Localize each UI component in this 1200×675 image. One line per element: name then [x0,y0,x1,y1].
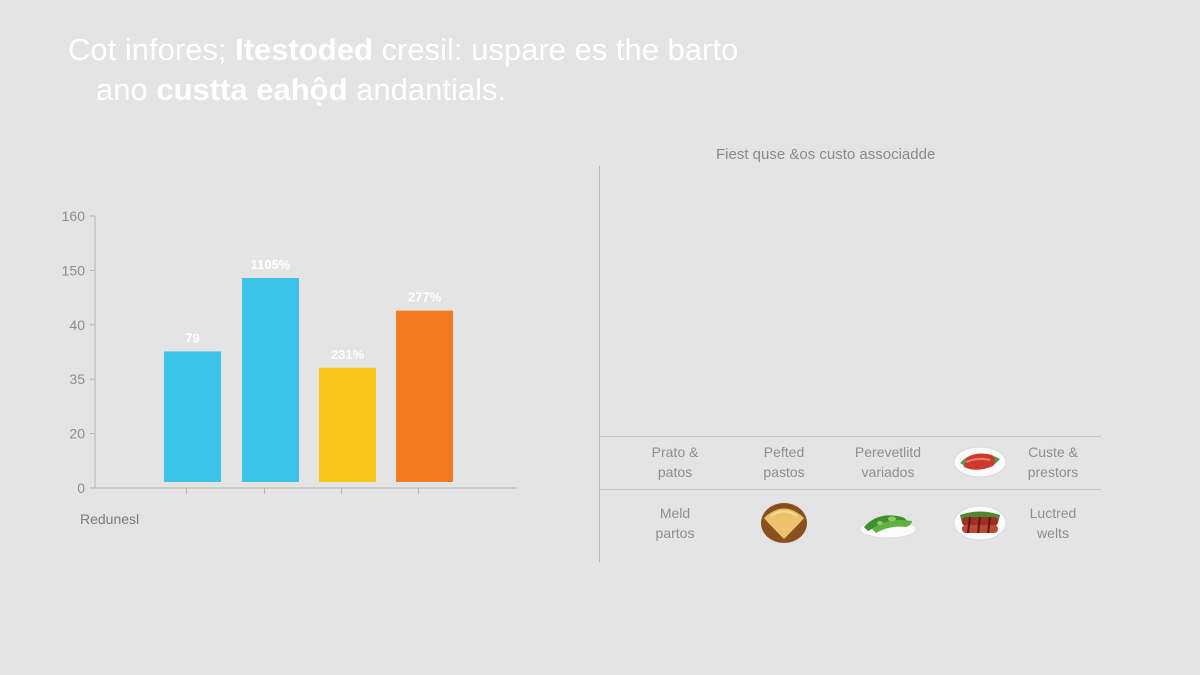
bar-data-label: 1105% [251,257,291,272]
y-tick-label: 0 [77,480,85,496]
table-cell: Custe & prestors [998,442,1108,482]
y-tick-label: 160 [62,208,86,224]
table-cell-line: Luctred [1029,505,1077,521]
table-cell: Luctred welts [998,503,1108,543]
headline-line-2: ano custta eahộd andantials. [68,70,1068,110]
y-tick-label: 35 [69,371,85,387]
page-headline: Cot infores; Itestoded cresil: uspare es… [68,30,1068,110]
headline-part: ano [96,72,157,107]
bar-data-label: 277% [408,290,442,305]
panel-divider-vertical [599,166,600,562]
headline-part: cresil: uspare es the barto [372,32,739,67]
table-cell-line: prestors [1027,464,1079,480]
x-axis-label: Redunesl [80,511,140,527]
bar [396,310,453,482]
table-cell: Pefted pastos [729,442,839,482]
table-cell-line: Prato & [651,444,699,460]
bread-bun-icon [759,501,809,550]
y-tick-label: 40 [69,317,85,333]
table-cell-line: pastos [763,464,805,480]
headline-part: Cot infores; [68,32,236,67]
table-cell: Perevetlitd variados [833,442,943,482]
bar [319,367,376,482]
table-cell-line: Meld [659,505,691,521]
bar [164,351,221,482]
table-cell: Meld partos [620,503,730,543]
table-cell-line: Perevetlitd [854,444,922,460]
headline-part: andantials. [347,72,507,107]
table-cell: Prato & patos [620,442,730,482]
headline-part: Itestoded [235,32,373,67]
grilled-meat-icon [952,503,1008,548]
panel-title: Fiest quse &os custo associadde [716,146,936,163]
bar [242,278,299,482]
table-cell-line: patos [657,464,693,480]
table-cell-line: partos [655,525,695,541]
bar-data-label: 79 [185,330,199,345]
headline-part: custta eahộd [156,72,348,107]
bar-data-label: 231% [331,347,365,362]
table-rule-top [599,436,1101,437]
table-cell-line: Custe & [1028,444,1078,460]
table-rule-middle [599,489,1101,490]
table-cell-line: Pefted [763,444,805,460]
y-tick-label: 20 [69,426,85,442]
table-cell-line: welts [1037,525,1069,541]
green-vegetables-icon [856,505,920,546]
meat-plate-icon [952,444,1008,485]
table-cell-line: variados [861,464,915,480]
y-tick-label: 150 [62,262,86,278]
